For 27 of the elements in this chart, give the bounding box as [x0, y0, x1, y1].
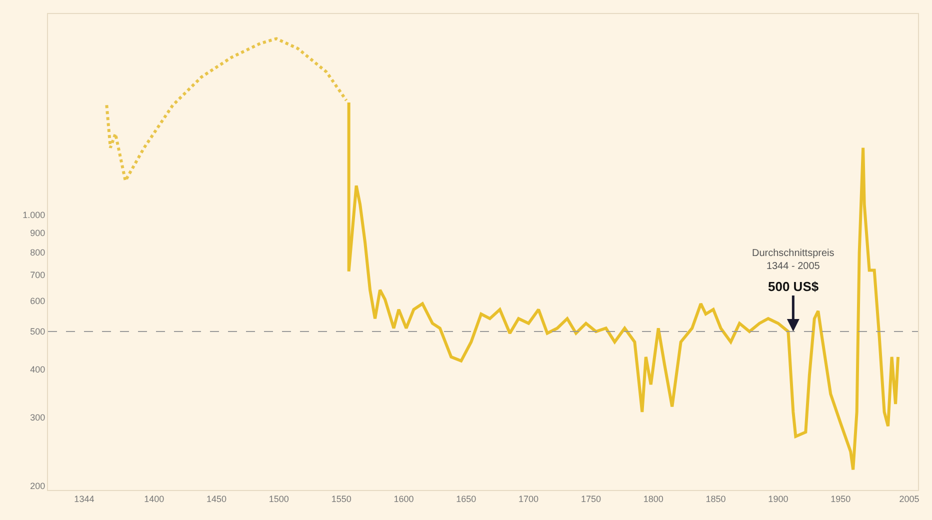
- x-tick-label: 1550: [331, 494, 352, 504]
- y-tick-label: 800: [30, 248, 46, 258]
- annotation: 500 US$: [768, 279, 820, 294]
- x-tick-label: 2005: [899, 494, 920, 504]
- y-tick-label: 700: [30, 270, 46, 280]
- x-tick-label: 1600: [394, 494, 414, 504]
- x-tick-label: 1450: [206, 494, 227, 504]
- x-tick-label: 1750: [580, 494, 601, 504]
- x-tick-label: 1400: [144, 494, 164, 504]
- x-tick-label: 1800: [643, 494, 664, 504]
- x-tick-label: 1850: [706, 494, 726, 504]
- x-tick-label: 1500: [268, 494, 289, 504]
- y-tick-label: 900: [30, 228, 46, 238]
- y-tick-label: 1.000: [22, 210, 46, 220]
- line-series: [105, 37, 348, 182]
- x-tick-label: 1700: [518, 494, 539, 504]
- y-tick-label: 600: [30, 296, 46, 306]
- y-tick-label: 300: [30, 412, 46, 423]
- annotation: Durchschnittspreis 1344 - 2005: [752, 248, 834, 272]
- x-tick-label: 1950: [830, 494, 851, 504]
- y-tick-label: 400: [30, 364, 46, 374]
- y-tick-label: 200: [30, 480, 46, 491]
- y-tick-label: 500: [30, 326, 46, 337]
- x-tick-label: 1900: [768, 494, 788, 504]
- x-tick-label: 1650: [456, 494, 476, 504]
- line-series: [347, 101, 900, 472]
- x-tick-label: 1344: [74, 494, 94, 504]
